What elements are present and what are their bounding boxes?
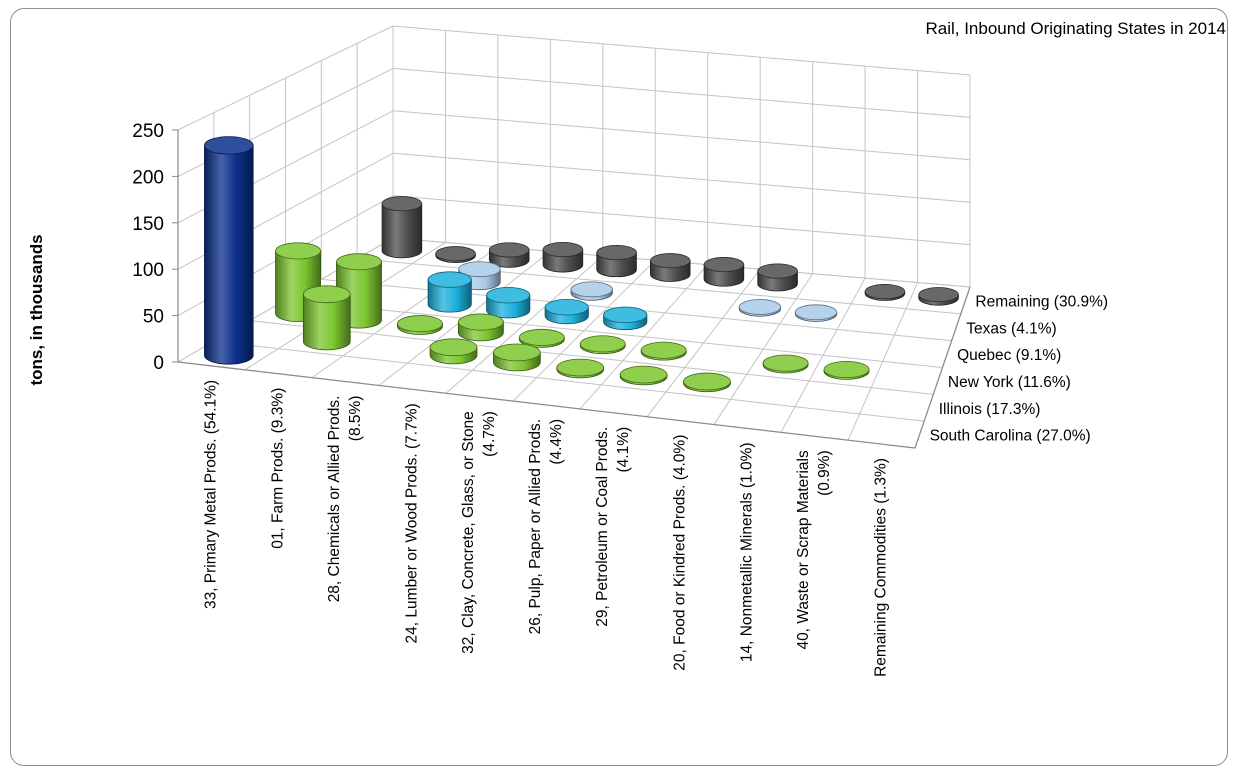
x-tick-label: 26, Pulp, Paper or Allied Prods.: [527, 419, 544, 634]
x-tick-label: 24, Lumber or Wood Prods. (7.7%): [404, 403, 421, 643]
bar: [823, 360, 870, 380]
x-tick-label: 29, Petroleum or Coal Prods.: [594, 427, 611, 627]
y-axis-ticks: 0 50 100 150 200 250: [132, 121, 178, 374]
y-tick-label: 200: [132, 167, 164, 188]
x-tick-label: (4.4%): [548, 419, 565, 465]
gridlines: [177, 25, 971, 449]
x-tick-label: 28, Chemicals or Allied Prods.: [326, 396, 343, 603]
x-tick-label: 40, Waste or Scrap Materials: [795, 450, 812, 650]
bar: [703, 257, 745, 287]
series-label: South Carolina (27.0%): [930, 428, 1091, 445]
x-axis-ticks: 33, Primary Metal Prods. (54.1%) 01, Farm…: [203, 380, 890, 677]
bar: [640, 341, 687, 361]
series-label: Texas (4.1%): [966, 320, 1056, 337]
bars: [204, 136, 959, 393]
chart-title: Rail, Inbound Originating States in 2014: [925, 19, 1226, 38]
x-tick-label: 01, Farm Prods. (9.3%): [270, 388, 287, 549]
bar: [619, 365, 668, 386]
x-tick-label: (8.5%): [347, 396, 364, 442]
bar: [570, 281, 613, 301]
bar: [542, 241, 584, 273]
bar: [757, 263, 798, 292]
x-tick-label: Remaining Commodities (1.3%): [873, 458, 890, 677]
bar: [762, 354, 809, 374]
bar: [486, 286, 531, 319]
series-label: Quebec (9.1%): [957, 347, 1061, 364]
series-label: Remaining (30.9%): [975, 293, 1108, 310]
bar: [381, 196, 423, 259]
series-label: Illinois (17.3%): [939, 401, 1041, 418]
x-tick-label: 32, Clay, Concrete, Glass, or Stone: [460, 411, 477, 654]
series-label: New York (11.6%): [948, 374, 1071, 391]
bar: [603, 306, 648, 331]
bar: [435, 246, 476, 263]
bar: [579, 335, 626, 355]
x-tick-label: 20, Food or Kindred Prods. (4.0%): [672, 435, 689, 671]
bar: [396, 315, 443, 335]
bar: [518, 328, 565, 348]
x-tick-label: (0.9%): [816, 450, 833, 496]
bar: [864, 284, 906, 301]
bar: [457, 313, 504, 342]
bar: [596, 244, 637, 278]
y-tick-label: 50: [143, 307, 164, 328]
bar: [488, 242, 530, 268]
bar: [493, 343, 541, 372]
bar: [683, 372, 731, 393]
x-tick-label: (4.7%): [481, 411, 498, 457]
x-tick-label: 33, Primary Metal Prods. (54.1%): [203, 380, 220, 609]
bar: [427, 271, 472, 313]
x-tick-label: (4.1%): [615, 427, 632, 473]
bar: [649, 253, 691, 282]
bar: [918, 287, 959, 306]
bar: [302, 285, 351, 351]
x-tick-label: 14, Nonmetallic Minerals (1.0%): [739, 442, 756, 662]
y-tick-label: 150: [132, 214, 164, 235]
bar: [544, 299, 589, 325]
bar: [556, 358, 605, 379]
y-tick-label: 0: [153, 353, 164, 374]
bar: [794, 304, 838, 322]
bar: [429, 338, 478, 365]
y-axis-label: tons, in thousands: [27, 234, 46, 385]
y-tick-label: 100: [132, 260, 164, 281]
bar: [204, 136, 254, 365]
series-axis-ticks: South Carolina (27.0%) Illinois (17.3%) Ne…: [930, 293, 1109, 444]
bar: [738, 299, 782, 317]
y-tick-label: 250: [132, 121, 164, 142]
